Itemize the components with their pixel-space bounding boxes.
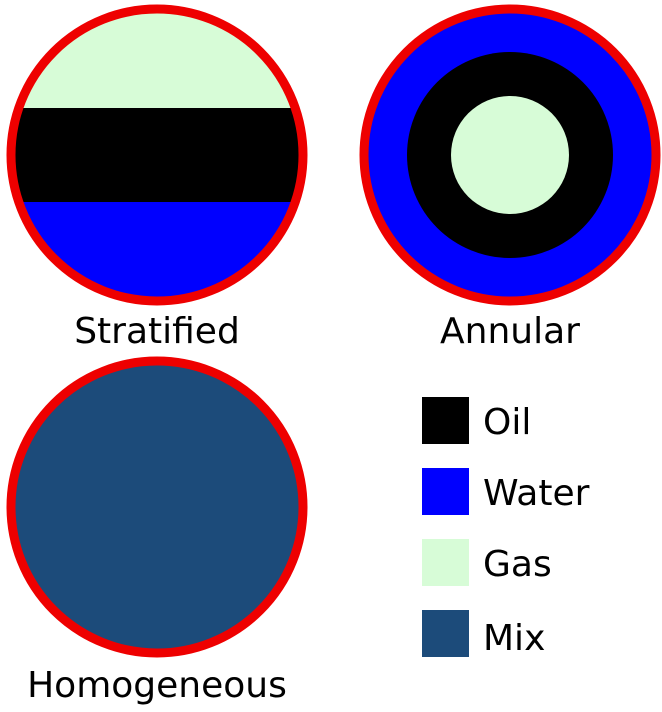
annular-diagram: Annular [359,4,661,352]
legend-swatch-mix [422,610,469,657]
annular-pipe-wall [359,4,661,306]
homogeneous-pipe-wall [6,356,308,658]
homogeneous-label: Homogeneous [27,665,287,706]
stratified-pipe-wall [6,4,308,306]
legend-item-mix: Mix [422,610,545,659]
stratified-label: Stratified [74,311,240,352]
homogeneous-mix-fill [11,361,303,653]
legend-item-water: Water [422,468,590,515]
homogeneous-diagram: Homogeneous [6,356,308,706]
legend-label-oil: Oil [483,402,531,443]
legend-label-mix: Mix [483,618,545,659]
legend-swatch-oil [422,397,469,444]
stratified-oil-layer [11,108,303,202]
legend-item-gas: Gas [422,539,552,586]
legend-swatch-water [422,468,469,515]
annular-gas-core [451,96,569,214]
legend-label-water: Water [483,473,590,514]
legend: Oil Water Gas Mix [422,397,590,659]
legend-label-gas: Gas [483,544,552,585]
stratified-diagram: Stratified [6,4,308,352]
legend-swatch-gas [422,539,469,586]
annular-label: Annular [440,311,580,352]
legend-item-oil: Oil [422,397,531,444]
